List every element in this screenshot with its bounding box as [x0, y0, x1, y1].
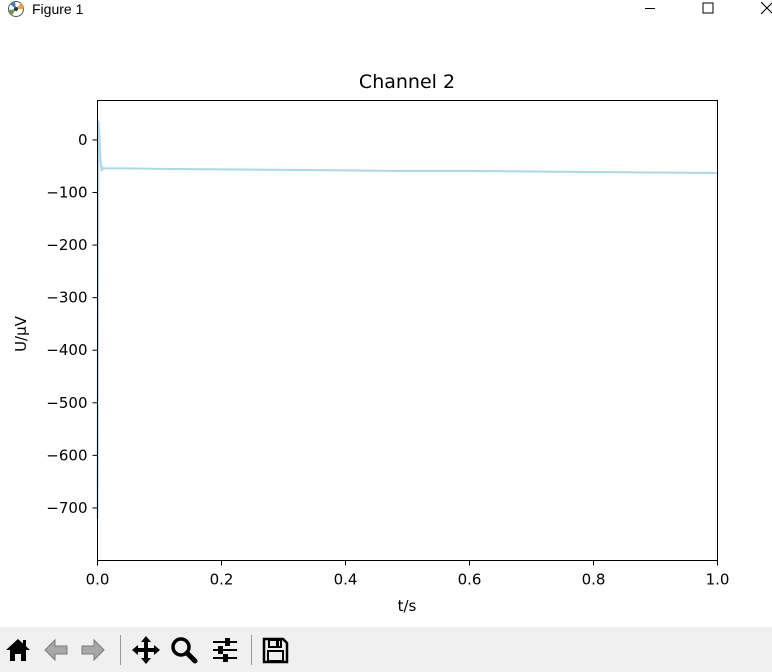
home-button[interactable] — [2, 634, 34, 666]
figure-canvas[interactable]: Channel 2 0.0 0.2 0.4 0.6 0.8 1.0 0 −100 −200 −3… — [0, 27, 772, 627]
close-button[interactable] — [744, 0, 772, 18]
x-tick-label: 0.0 — [86, 571, 110, 589]
y-axis-label: U/µV — [12, 315, 30, 352]
pan-button[interactable] — [130, 634, 162, 666]
matplotlib-logo-icon — [8, 1, 24, 17]
series-line — [96, 120, 718, 519]
y-tick-label: −400 — [46, 341, 87, 359]
x-tick-label: 1.0 — [706, 571, 730, 589]
save-button[interactable] — [259, 634, 291, 666]
y-tick-label: −200 — [46, 236, 87, 254]
configure-subplots-button[interactable] — [209, 634, 241, 666]
toolbar-separator — [120, 635, 121, 665]
plot-frame — [97, 100, 718, 561]
x-tick-label: 0.4 — [334, 571, 358, 589]
save-icon — [262, 637, 289, 664]
y-tick-label: −100 — [46, 184, 87, 202]
back-button[interactable] — [40, 634, 72, 666]
x-axis-label: t/s — [398, 597, 417, 615]
home-icon — [6, 639, 30, 661]
window-titlebar: Figure 1 — [0, 0, 772, 27]
maximize-icon — [702, 2, 714, 14]
zoom-button[interactable] — [168, 634, 200, 666]
configure-subplots-icon — [213, 638, 237, 662]
chart-title: Channel 2 — [359, 71, 455, 93]
pan-icon — [132, 636, 160, 664]
y-tick-label: −600 — [46, 446, 87, 464]
y-tick-label: 0 — [78, 131, 88, 149]
minimize-icon — [645, 8, 655, 9]
x-tick-label: 0.2 — [210, 571, 234, 589]
forward-arrow-icon — [81, 638, 105, 662]
minimize-button[interactable] — [627, 0, 673, 18]
navigation-toolbar — [0, 627, 772, 672]
toolbar-separator — [251, 635, 252, 665]
maximize-button[interactable] — [685, 0, 731, 18]
chart[interactable]: Channel 2 0.0 0.2 0.4 0.6 0.8 1.0 0 −100 −200 −3… — [0, 27, 772, 627]
y-tick-label: −300 — [46, 289, 87, 307]
window-title: Figure 1 — [32, 1, 84, 17]
x-tick-label: 0.6 — [458, 571, 482, 589]
forward-button[interactable] — [77, 634, 109, 666]
back-arrow-icon — [44, 638, 68, 662]
y-tick-label: −700 — [46, 499, 87, 517]
x-tick-label: 0.8 — [582, 571, 606, 589]
close-icon — [760, 1, 772, 15]
zoom-icon — [171, 637, 198, 664]
y-tick-label: −500 — [46, 394, 87, 412]
